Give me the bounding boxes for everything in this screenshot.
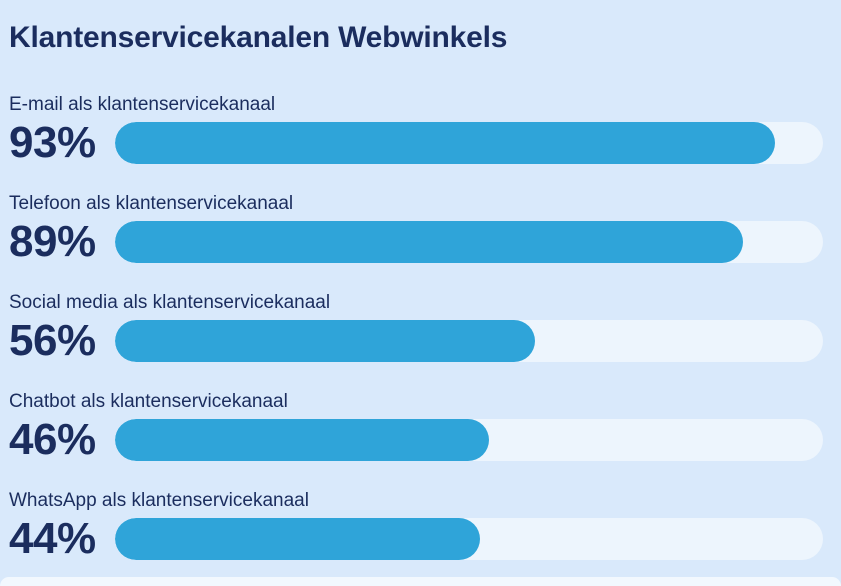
bar-row-whatsapp: WhatsApp als klantenservicekanaal 44% xyxy=(9,490,823,563)
bar-value-label: 46% xyxy=(9,415,96,464)
bar-fill xyxy=(115,419,489,461)
bar-row-body: 93% xyxy=(9,118,823,167)
bar-row-social-media: Social media als klantenservicekanaal 56… xyxy=(9,292,823,365)
bar-track xyxy=(115,221,823,263)
bar-row-chatbot: Chatbot als klantenservicekanaal 46% xyxy=(9,391,823,464)
bar-track xyxy=(115,122,823,164)
bar-category-label: Chatbot als klantenservicekanaal xyxy=(9,391,288,412)
bar-value-label: 44% xyxy=(9,514,96,563)
bar-fill xyxy=(115,518,481,560)
bar-category-label: Social media als klantenservicekanaal xyxy=(9,292,331,313)
bar-value-label: 56% xyxy=(9,316,96,365)
bar-row-telefoon: Telefoon als klantenservicekanaal 89% xyxy=(9,193,823,266)
bar-category-label: WhatsApp als klantenservicekanaal xyxy=(9,490,309,511)
bar-fill xyxy=(115,122,775,164)
bar-row-body: 56% xyxy=(9,316,823,365)
bar-rows: E-mail als klantenservicekanaal 93% Tele… xyxy=(9,94,823,563)
bar-row-body: 44% xyxy=(9,514,823,563)
bar-value-label: 93% xyxy=(9,118,96,167)
partial-next-card-strip xyxy=(0,577,841,586)
bar-category-label: E-mail als klantenservicekanaal xyxy=(9,94,276,115)
bar-fill xyxy=(115,221,743,263)
chart-title: Klantenservicekanalen Webwinkels xyxy=(9,21,508,54)
bar-row-body: 46% xyxy=(9,415,823,464)
bar-value-label: 89% xyxy=(9,217,96,266)
bar-row-email: E-mail als klantenservicekanaal 93% xyxy=(9,94,823,167)
bar-category-label: Telefoon als klantenservicekanaal xyxy=(9,193,294,214)
bar-track xyxy=(115,320,823,362)
bar-row-body: 89% xyxy=(9,217,823,266)
bar-track xyxy=(115,419,823,461)
bar-track xyxy=(115,518,823,560)
bar-fill xyxy=(115,320,535,362)
